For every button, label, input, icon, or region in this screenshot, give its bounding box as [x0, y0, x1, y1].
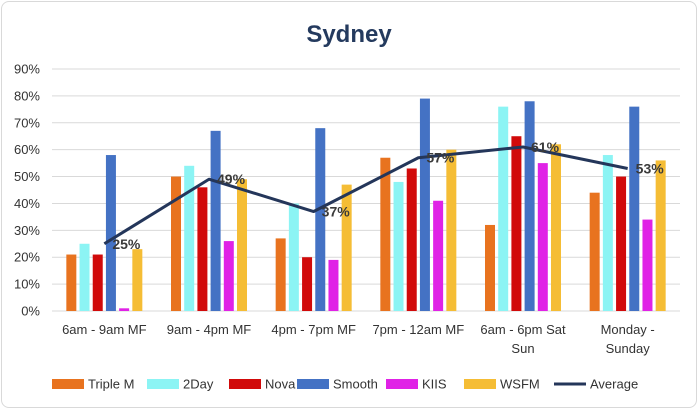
x-tick-label: 4pm - 7pm MF	[271, 322, 356, 337]
bar-smooth	[315, 128, 326, 311]
bar-2day	[184, 165, 195, 311]
bar-triple-m	[66, 254, 77, 311]
y-tick-label: 90%	[14, 62, 40, 77]
bar-triple-m	[589, 192, 600, 311]
legend-swatch	[464, 379, 496, 389]
x-tick-label: Sunday	[606, 341, 651, 356]
bar-smooth	[210, 130, 221, 311]
bar-wsfm	[341, 184, 352, 311]
average-line-group: 25% 49% 37% 57% 61% 53%	[103, 139, 665, 252]
average-data-label: 37%	[322, 204, 351, 220]
average-data-label: 49%	[217, 171, 246, 187]
y-tick-label: 50%	[14, 169, 40, 184]
y-tick-label: 70%	[14, 115, 40, 130]
legend-swatch	[297, 379, 329, 389]
legend-label: Average	[590, 377, 638, 392]
average-data-label: 25%	[112, 236, 141, 252]
bar-kiis	[328, 259, 339, 311]
y-tick-label: 10%	[14, 277, 40, 292]
y-tick-label: 60%	[14, 142, 40, 157]
bar-nova	[511, 136, 522, 311]
average-data-label: 61%	[531, 139, 560, 155]
bar-nova	[616, 176, 627, 311]
legend-swatch	[386, 379, 418, 389]
y-tick-label: 80%	[14, 88, 40, 103]
bar-kiis	[433, 200, 444, 311]
bar-2day	[288, 203, 299, 311]
x-tick-label: Monday -	[601, 322, 655, 337]
bars	[66, 98, 666, 312]
bar-2day	[393, 181, 404, 311]
y-tick-label: 30%	[14, 223, 40, 238]
bar-kiis	[642, 219, 653, 311]
bar-kiis	[537, 163, 548, 311]
legend-label: Triple M	[88, 377, 134, 392]
bar-wsfm	[551, 144, 561, 311]
bar-smooth	[629, 106, 640, 312]
y-tick-label: 40%	[14, 196, 40, 211]
bar-smooth	[105, 155, 116, 311]
bar-nova	[92, 254, 103, 311]
bar-triple-m	[485, 224, 495, 311]
bar-triple-m	[171, 176, 181, 311]
bar-smooth	[524, 101, 535, 312]
bar-nova	[197, 187, 208, 311]
y-axis-ticks: 0% 10% 20% 30% 40% 50% 60% 70% 80% 90%	[14, 62, 40, 319]
legend-swatch	[229, 379, 261, 389]
legend: Triple M 2Day Nova Smooth KIIS WSFM Average	[52, 377, 638, 392]
bar-nova	[406, 168, 417, 311]
average-data-label: 57%	[426, 150, 455, 166]
bar-wsfm	[237, 179, 247, 311]
bar-wsfm	[446, 149, 457, 311]
x-tick-label: 9am - 4pm MF	[167, 322, 252, 337]
x-tick-label: 6am - 9am MF	[62, 322, 147, 337]
gridlines	[52, 68, 680, 312]
bar-nova	[302, 257, 313, 311]
bar-2day	[602, 155, 613, 311]
x-tick-label: 7pm - 12am MF	[372, 322, 464, 337]
chart-title: Sydney	[306, 21, 392, 48]
average-data-label: 53%	[636, 160, 665, 176]
legend-swatch	[52, 379, 84, 389]
legend-label: KIIS	[422, 377, 447, 392]
y-tick-label: 0%	[21, 304, 40, 319]
legend-swatch	[147, 379, 179, 389]
legend-label: WSFM	[500, 377, 540, 392]
bar-triple-m	[275, 238, 286, 311]
y-tick-label: 20%	[14, 250, 40, 265]
bar-kiis	[223, 241, 234, 311]
bar-wsfm	[655, 160, 666, 311]
x-tick-label: Sun	[511, 341, 534, 356]
bar-kiis	[119, 308, 130, 311]
legend-label: Nova	[265, 377, 296, 392]
average-line	[103, 145, 628, 246]
bar-wsfm	[132, 249, 143, 311]
x-tick-label: 6am - 6pm Sat	[480, 322, 566, 337]
legend-label: Smooth	[333, 377, 378, 392]
bar-2day	[498, 106, 509, 312]
legend-label: 2Day	[183, 377, 214, 392]
x-axis-ticks: 6am - 9am MF 9am - 4pm MF 4pm - 7pm MF 7pm …	[62, 322, 655, 356]
bar-smooth	[419, 98, 430, 311]
bar-2day	[79, 243, 90, 311]
bar-triple-m	[380, 157, 391, 311]
